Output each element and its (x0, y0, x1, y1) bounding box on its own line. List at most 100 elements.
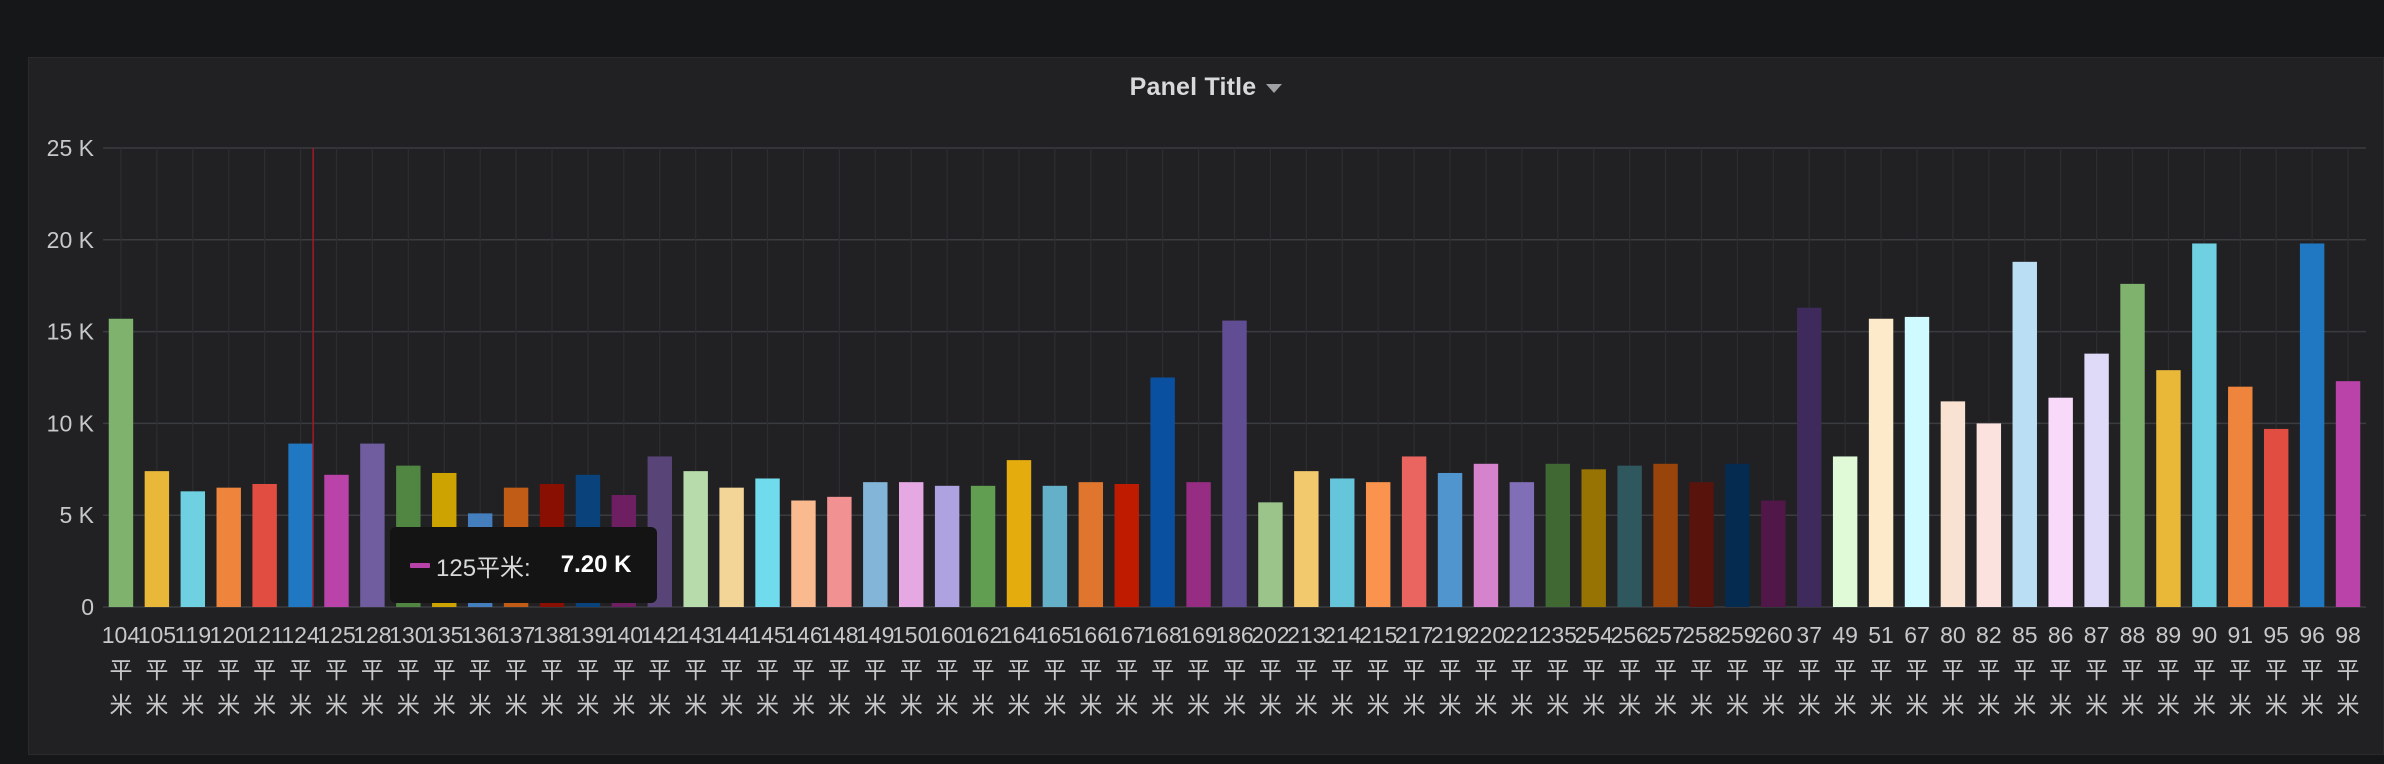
bar (719, 487, 744, 607)
x-tick-label: 130 平米 (389, 622, 427, 718)
x-tick-label: 145 平米 (748, 622, 786, 718)
bar (1006, 460, 1032, 607)
bar (970, 485, 996, 607)
panel-title: Panel Title (1129, 72, 1257, 101)
x-tick-label: 148 平米 (820, 622, 858, 718)
y-tick-label: 20 K (47, 227, 95, 253)
x-tick-label: 221 平米 (1503, 622, 1541, 718)
bar (2120, 283, 2145, 607)
x-tick-label: 95 平米 (2263, 622, 2289, 718)
bar (2263, 428, 2289, 607)
x-tick-label: 257 平米 (1646, 622, 1684, 718)
x-tick-label: 135 平米 (425, 622, 463, 718)
x-tick-label: 258 平米 (1682, 622, 1720, 718)
x-tick-label: 120 平米 (210, 622, 248, 718)
tooltip-label: 125平米: (436, 554, 531, 582)
y-tick-label: 5 K (59, 502, 94, 528)
x-tick-label: 121 平米 (245, 622, 283, 718)
x-tick-label: 90 平米 (2192, 622, 2218, 718)
x-tick-label: 235 平米 (1539, 622, 1577, 718)
bar (1222, 320, 1247, 607)
x-tick-label: 165 平米 (1036, 622, 1074, 718)
x-tick-label: 143 平米 (677, 622, 715, 718)
bar (1114, 483, 1139, 607)
hover-tooltip: 125平米: 7.20 K (390, 527, 657, 603)
bar (863, 482, 888, 607)
bar (2192, 243, 2217, 608)
x-tick-label: 214 平米 (1323, 622, 1362, 718)
bar (2335, 381, 2361, 607)
x-tick-label: 164 平米 (1000, 622, 1039, 718)
bar (216, 487, 241, 607)
bar (1437, 472, 1463, 607)
x-tick-label: 260 平米 (1754, 622, 1792, 718)
bar (2156, 370, 2181, 607)
x-tick-label: 128 平米 (353, 622, 391, 718)
bar (2084, 353, 2109, 607)
bar (683, 471, 708, 607)
bar (252, 483, 277, 607)
x-tick-label: 146 平米 (784, 622, 822, 718)
x-tick-label: 37 平米 (1796, 622, 1822, 718)
x-tick-label: 149 平米 (856, 622, 894, 718)
bar (1078, 482, 1104, 607)
x-tick-label: 91 平米 (2227, 622, 2253, 718)
bar (1581, 469, 1606, 607)
x-tick-label: 213 平米 (1287, 622, 1325, 718)
x-tick-label: 186 平米 (1215, 622, 1253, 718)
x-tick-label: 150 平米 (892, 622, 930, 718)
x-tick-label: 144 平米 (712, 622, 751, 718)
x-tick-label: 105 平米 (138, 622, 176, 718)
bar (360, 443, 385, 607)
bar (1904, 316, 1930, 607)
x-tick-label: 49 平米 (1832, 622, 1858, 718)
y-tick-label: 10 K (47, 410, 95, 436)
bar (2228, 386, 2253, 607)
x-tick-label: 125 平米 (317, 622, 355, 718)
bar (1653, 463, 1678, 607)
x-tick-label: 89 平米 (2156, 622, 2182, 718)
bar (1761, 500, 1786, 607)
bar (827, 496, 852, 607)
caret-down-icon (1266, 83, 1283, 93)
bar (1330, 478, 1355, 607)
bar (288, 443, 313, 607)
bar (1294, 471, 1319, 607)
x-tick-label: 87 平米 (2084, 622, 2110, 718)
x-tick-label: 51 平米 (1868, 622, 1894, 718)
bar (1545, 463, 1570, 607)
x-tick-label: 215 平米 (1359, 622, 1397, 718)
y-tick-label: 0 (81, 594, 94, 620)
bar (1617, 465, 1642, 607)
x-tick-label: 86 平米 (2048, 622, 2074, 718)
bar (2012, 261, 2037, 607)
x-tick-label: 256 平米 (1610, 622, 1648, 718)
x-tick-label: 166 平米 (1072, 622, 1110, 718)
bar (1868, 318, 1894, 607)
x-tick-label: 142 平米 (641, 622, 679, 718)
tooltip-value: 7.20 K (560, 551, 632, 578)
x-tick-label: 88 平米 (2120, 622, 2146, 718)
bar (1797, 307, 1822, 607)
bar (755, 478, 780, 607)
x-tick-label: 82 平米 (1976, 622, 2002, 718)
bar (899, 482, 924, 607)
panel-header: Panel Title (29, 58, 2383, 116)
x-tick-label: 169 平米 (1179, 622, 1217, 718)
x-tick-label: 136 平米 (461, 622, 499, 718)
x-tick-label: 119 平米 (174, 622, 211, 718)
bar (1042, 485, 1068, 607)
x-tick-label: 124 平米 (281, 622, 320, 718)
x-tick-label: 140 平米 (605, 622, 643, 718)
x-tick-label: 67 平米 (1904, 622, 1930, 718)
tooltip-series-swatch (410, 562, 430, 568)
x-tick-label: 202 平米 (1251, 622, 1289, 718)
x-tick-label: 160 平米 (928, 622, 966, 718)
bar (1689, 482, 1714, 607)
panel-title-menu[interactable]: Panel Title (1130, 73, 1283, 102)
bar (934, 485, 960, 607)
x-tick-label: 80 平米 (1940, 622, 1966, 718)
x-tick-label: 168 平米 (1143, 622, 1181, 718)
x-tick-label: 219 平米 (1431, 622, 1469, 718)
y-tick-label: 15 K (47, 319, 95, 345)
